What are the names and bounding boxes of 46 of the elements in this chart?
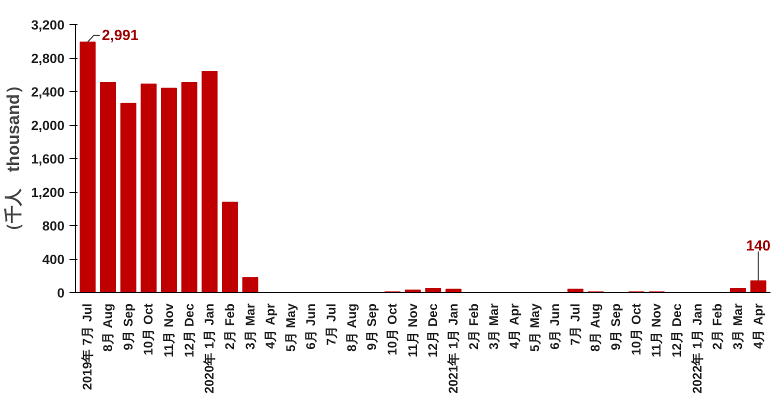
x-tick-label: 9月 Sep	[609, 303, 624, 350]
x-tick-label: 11月 Nov	[406, 303, 420, 358]
x-tick-label: 4月 Apr	[507, 303, 522, 349]
x-tick-label: 11月 Nov	[650, 303, 664, 358]
x-tick-label: 4月 Apr	[264, 303, 278, 349]
x-tick-label: 7月 Jul	[324, 303, 339, 346]
x-tick-label: 7月 Jul	[568, 303, 582, 346]
x-tick-label: 8月 Aug	[344, 303, 359, 352]
x-tick-label: 10月 Oct	[629, 302, 644, 356]
x-tick-label: 12月 Dec	[670, 304, 684, 358]
x-tick-label: 5月 May	[284, 303, 298, 352]
x-tick-label: 10月 Oct	[386, 302, 400, 356]
data-label: 140	[746, 238, 771, 254]
x-tick-label: 5月 May	[528, 303, 542, 352]
data-label: 2,991	[102, 28, 139, 44]
x-tick-label: 11月 Nov	[162, 303, 176, 358]
x-tick-label: 10月 Oct	[142, 302, 156, 356]
x-tick-label: 2020年 1月 Jan	[202, 303, 217, 394]
y-tick-label: 400	[42, 252, 65, 267]
y-tick-label: 2,400	[31, 84, 65, 100]
y-tick-label: 1,600	[31, 152, 65, 166]
x-tick-label: 3月 Mar	[730, 303, 745, 350]
x-tick-label: 2月 Feb	[222, 303, 237, 350]
y-tick-label: 1,200	[31, 185, 65, 200]
x-tick-label: 3月 Mar	[243, 303, 258, 350]
y-tick-label: 3,200	[31, 18, 65, 32]
x-tick-label: 8月 Aug	[101, 303, 116, 352]
y-tick-label: 2,800	[31, 51, 65, 66]
x-tick-label: 6月 Jun	[548, 303, 562, 350]
x-tick-label: 2022年 1月 Jan	[690, 303, 704, 394]
x-tick-label: 9月 Sep	[365, 303, 380, 350]
x-tick-label: 4月 Apr	[751, 303, 766, 349]
x-tick-label: 8月 Aug	[588, 303, 603, 352]
x-tick-label: 2021年 1月 Jan	[446, 303, 460, 394]
x-tick-label: 9月 Sep	[121, 303, 136, 350]
x-tick-label: 12月 Dec	[426, 304, 440, 358]
y-axis-title: （千人 thousand）	[3, 77, 24, 240]
x-tick-label: 2019年 7月 Jul	[80, 303, 95, 390]
y-tick-label: 800	[42, 218, 65, 234]
x-tick-label: 6月 Jun	[304, 303, 318, 350]
x-tick-label: 3月 Mar	[487, 303, 502, 350]
x-tick-label: 12月 Dec	[182, 304, 196, 358]
y-tick-label: 0	[57, 286, 65, 300]
y-tick-label: 2,000	[31, 118, 65, 133]
x-tick-label: 2月 Feb	[710, 303, 725, 350]
x-tick-label: 2月 Feb	[466, 303, 481, 350]
